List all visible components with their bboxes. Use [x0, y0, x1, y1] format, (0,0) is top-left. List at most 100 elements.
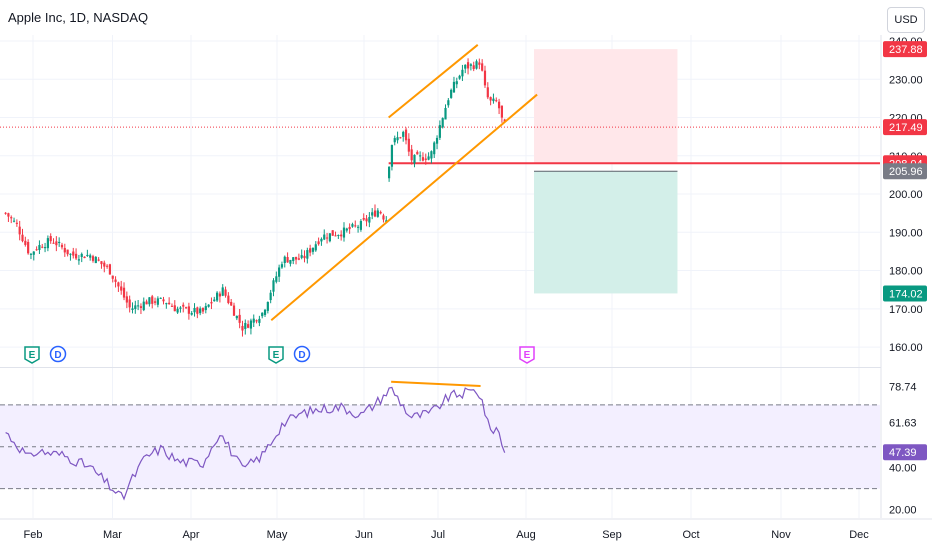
candle-body [478, 62, 481, 65]
time-axis-label: Oct [682, 529, 699, 541]
candle-body [58, 241, 61, 243]
candle-body [354, 225, 357, 227]
candle-body [74, 253, 78, 259]
candle-body [77, 259, 81, 261]
candle-body [15, 222, 18, 224]
price-label-bg [883, 163, 927, 180]
candle-body [314, 244, 317, 251]
candle-body [283, 256, 286, 263]
candle-body [472, 65, 475, 70]
candle-body [438, 125, 441, 138]
event-marker-label: E [29, 350, 36, 361]
candle-body [60, 244, 64, 248]
candle-body [272, 280, 275, 292]
candle-body [306, 250, 309, 259]
candle-body [390, 145, 394, 167]
candle-body [450, 89, 453, 98]
candle-body [69, 253, 72, 255]
event-marker-label: D [54, 350, 61, 361]
earnings-icon [24, 346, 40, 364]
candle-body [269, 292, 272, 301]
candle-body [224, 289, 227, 296]
price-tick-label: 170.00 [889, 304, 923, 316]
candle-body [500, 105, 504, 118]
candle-body [204, 306, 207, 311]
earnings-marker: E [519, 346, 535, 364]
price-label: 217.49 [883, 119, 927, 136]
candle-body [227, 295, 230, 303]
rsi-current-label: 47.39 [883, 444, 927, 461]
candle-body [145, 301, 148, 305]
price-tick-label: 160.00 [889, 342, 923, 354]
candle-body [278, 267, 281, 277]
candle-body [153, 301, 157, 303]
candle-body [114, 279, 117, 282]
candle-body [244, 322, 247, 329]
candle-body [447, 100, 450, 106]
candle-body [441, 118, 444, 128]
time-axis-label: May [267, 529, 288, 541]
candle-body [100, 261, 103, 265]
candle-body [435, 137, 439, 144]
candle-body [4, 212, 7, 214]
candle-body [469, 64, 472, 66]
candle-body [151, 296, 154, 304]
rsi-tick-label: 61.63 [889, 417, 917, 429]
candle-body [72, 251, 75, 256]
candle-body [170, 305, 174, 307]
candle-body [424, 158, 427, 160]
candle-body [402, 131, 405, 137]
candle-body [249, 320, 253, 329]
price-tick-label: 190.00 [889, 227, 923, 239]
rsi-tick-label: 40.00 [889, 463, 917, 475]
candle-body [255, 320, 258, 322]
candle-body [328, 233, 331, 242]
candle-body [359, 220, 363, 230]
candle-body [342, 227, 346, 238]
candle-body [103, 262, 106, 267]
candle-body [221, 287, 224, 296]
candle-body [184, 307, 188, 309]
candle-body [131, 308, 134, 310]
candle-body [91, 256, 95, 261]
candle-body [210, 302, 213, 304]
candle-body [340, 234, 343, 237]
rsi-current-bg [883, 444, 927, 461]
candle-body [10, 217, 13, 219]
candle-body [416, 151, 419, 155]
price-label-bg [883, 41, 927, 58]
candle-body [41, 246, 44, 248]
candle-body [66, 249, 69, 255]
candle-body [452, 81, 456, 93]
candle-body [134, 305, 137, 310]
candle-body [117, 282, 120, 287]
price-label: 237.88 [883, 41, 927, 58]
candle-body [199, 308, 202, 314]
candle-body [404, 129, 408, 141]
candle-body [7, 213, 10, 217]
event-marker-label: D [298, 350, 305, 361]
time-axis-label: Dec [849, 529, 869, 541]
candle-body [241, 325, 244, 331]
dividend-icon [293, 345, 311, 363]
candle-body [122, 287, 126, 298]
candles [4, 58, 506, 337]
candle-body [27, 241, 30, 254]
candle-body [497, 101, 501, 109]
candle-body [399, 137, 402, 139]
candle-body [433, 142, 436, 155]
currency-button[interactable]: USD [887, 7, 925, 33]
time-axis-label: Mar [103, 529, 122, 541]
candle-body [179, 307, 182, 309]
candle-body [173, 305, 176, 312]
candle-body [108, 264, 112, 275]
candle-body [297, 258, 300, 260]
candle-body [49, 236, 52, 242]
candle-body [379, 211, 382, 214]
time-axis-label: Aug [516, 529, 536, 541]
candle-body [382, 215, 385, 220]
earnings-marker: E [268, 346, 284, 364]
candle-body [464, 64, 467, 69]
chart-title: Apple Inc, 1D, NASDAQ [8, 10, 149, 25]
